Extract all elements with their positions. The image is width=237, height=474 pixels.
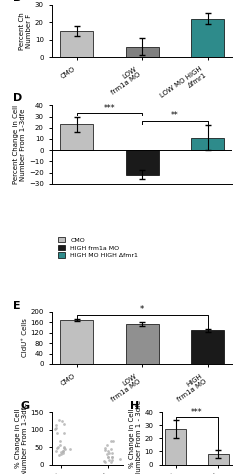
Bar <box>126 46 159 57</box>
Bar <box>126 324 159 364</box>
Point <box>56 443 59 450</box>
Bar <box>60 31 93 57</box>
Point <box>110 449 114 457</box>
Point <box>110 456 114 464</box>
Y-axis label: CldU⁺ Cells: CldU⁺ Cells <box>22 319 27 357</box>
Point <box>108 449 111 456</box>
Point <box>103 445 107 452</box>
Point <box>54 447 58 455</box>
Text: E: E <box>13 301 20 311</box>
Text: *: * <box>140 305 144 314</box>
Y-axis label: % Change in Cell
Number From 1 - 3dfe: % Change in Cell Number From 1 - 3dfe <box>128 400 141 474</box>
Y-axis label: % Change in Cell
Number From 1-3dfe: % Change in Cell Number From 1-3dfe <box>14 402 27 474</box>
Bar <box>126 150 159 175</box>
Point <box>63 445 67 452</box>
Bar <box>165 429 186 465</box>
Point <box>58 441 62 448</box>
Point <box>61 449 65 457</box>
Point <box>62 443 65 450</box>
Point <box>105 451 109 458</box>
Bar <box>208 454 229 465</box>
Bar <box>60 124 93 150</box>
Point <box>106 454 110 461</box>
Point <box>54 421 58 429</box>
Text: B: B <box>13 0 21 2</box>
Y-axis label: Percent Ch
Number F: Percent Ch Number F <box>19 12 32 50</box>
Point <box>61 447 64 455</box>
Point <box>55 425 58 432</box>
Point <box>60 417 64 425</box>
Legend: CMO, HIGH frm1a MO, HIGH MO HIGH Δfmr1: CMO, HIGH frm1a MO, HIGH MO HIGH Δfmr1 <box>55 235 141 261</box>
Bar <box>60 320 93 364</box>
Point <box>111 437 115 445</box>
Text: G: G <box>20 401 29 411</box>
Point <box>106 447 110 455</box>
Point <box>62 445 65 452</box>
Point <box>110 453 114 461</box>
Point <box>118 455 121 463</box>
Point <box>102 457 105 465</box>
Text: ***: *** <box>191 408 203 417</box>
Point <box>103 447 107 454</box>
Point <box>105 441 109 448</box>
Point <box>62 429 66 437</box>
Point <box>103 458 107 465</box>
Point <box>59 450 63 457</box>
Point <box>59 448 63 456</box>
Point <box>109 438 113 445</box>
Point <box>55 429 59 437</box>
Bar <box>191 330 224 364</box>
Text: **: ** <box>171 111 179 120</box>
Text: H: H <box>130 401 139 411</box>
Point <box>106 454 110 461</box>
Point <box>57 416 61 424</box>
Point <box>107 456 111 464</box>
Point <box>109 458 113 466</box>
Bar <box>191 18 224 57</box>
Point <box>55 444 59 451</box>
Point <box>57 451 60 458</box>
Y-axis label: Percent Change in Cell
Number From 1-3dfe: Percent Change in Cell Number From 1-3df… <box>13 105 26 184</box>
Bar <box>191 138 224 150</box>
Point <box>68 445 72 452</box>
Text: D: D <box>13 93 22 103</box>
Point <box>110 453 114 461</box>
Point <box>109 445 113 452</box>
Point <box>54 426 57 433</box>
Point <box>58 437 62 445</box>
Point <box>62 420 65 428</box>
Text: ***: *** <box>104 104 115 112</box>
Point <box>61 447 65 455</box>
